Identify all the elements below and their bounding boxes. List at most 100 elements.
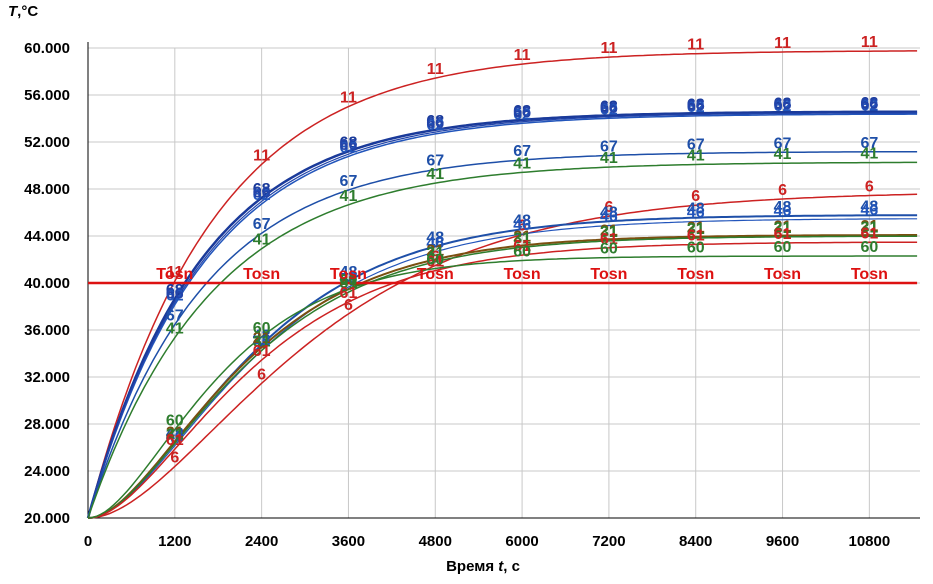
series-label-11: 11 <box>514 47 531 64</box>
series-label-61: 61 <box>166 432 184 449</box>
series-label-48: 48 <box>340 264 358 281</box>
axes <box>87 42 920 519</box>
y-tick-label: 44.000 <box>24 228 70 245</box>
series-label-Tosn: Tosn <box>417 266 454 283</box>
series-label-Tosn: Tosn <box>504 266 541 283</box>
series-label-11: 11 <box>861 34 878 51</box>
y-tick-label: 40.000 <box>24 275 70 292</box>
series-label-46: 46 <box>774 203 792 220</box>
series-label-61: 61 <box>253 343 271 360</box>
series-label-6: 6 <box>691 188 700 205</box>
series-line-67 <box>87 150 918 519</box>
series-label-68: 68 <box>687 96 705 113</box>
series-line-60 <box>87 255 918 519</box>
y-tick-label: 60.000 <box>24 40 70 57</box>
series-line-41 <box>87 161 918 519</box>
series-label-66: 66 <box>774 97 792 114</box>
series-label-21: 21 <box>600 222 618 239</box>
series-label-6: 6 <box>604 199 613 216</box>
series-label-21: 21 <box>687 220 705 237</box>
series-label-62: 62 <box>860 97 878 114</box>
series-line-21 <box>87 234 918 519</box>
series-label-41: 41 <box>774 146 792 163</box>
x-tick-label: 0 <box>84 533 92 550</box>
series-label-60: 60 <box>513 244 531 261</box>
series-label-48: 48 <box>426 229 444 246</box>
series-label-48: 48 <box>166 425 184 442</box>
series-label-68: 68 <box>513 103 531 120</box>
series-line-6 <box>87 193 918 519</box>
series-label-6: 6 <box>778 182 787 199</box>
series-label-Tosn: Tosn <box>764 266 801 283</box>
y-tick-label: 56.000 <box>24 87 70 104</box>
series-label-6: 6 <box>257 366 266 383</box>
series-label-61: 61 <box>774 226 792 243</box>
series-label-41: 41 <box>253 232 271 249</box>
series-label-60: 60 <box>687 240 705 257</box>
series-label-41: 41 <box>600 150 618 167</box>
x-tick-label: 10800 <box>848 533 890 550</box>
series-label-66: 66 <box>687 98 705 115</box>
series-line-61 <box>87 241 918 519</box>
series-label-31: 31 <box>513 230 531 247</box>
series-label-68: 68 <box>166 282 184 299</box>
series-label-66: 66 <box>340 137 358 154</box>
series-label-66: 66 <box>860 96 878 113</box>
series-line-46 <box>87 218 918 519</box>
y-tick-label: 36.000 <box>24 322 70 339</box>
series-label-11: 11 <box>600 40 617 57</box>
x-tick-label: 8400 <box>679 533 712 550</box>
series-label-46: 46 <box>166 429 184 446</box>
series-label-41: 41 <box>426 166 444 183</box>
series-label-68: 68 <box>340 134 358 151</box>
series-label-60: 60 <box>253 320 271 337</box>
series-line-66 <box>87 112 918 519</box>
series-label-62: 62 <box>687 99 705 116</box>
series-label-46: 46 <box>426 235 444 252</box>
series-label-66: 66 <box>166 285 184 302</box>
series-label-68: 68 <box>774 95 792 112</box>
series-label-67: 67 <box>340 173 358 190</box>
series-label-62: 62 <box>340 139 358 156</box>
series-label-11: 11 <box>166 264 183 281</box>
series-label-60: 60 <box>340 272 358 289</box>
series-label-46: 46 <box>687 205 705 222</box>
series-line-31 <box>87 235 918 519</box>
series-label-31: 31 <box>426 245 444 262</box>
series-label-41: 41 <box>860 146 878 163</box>
series-label-62: 62 <box>600 101 618 118</box>
series-label-60: 60 <box>426 251 444 268</box>
series-label-48: 48 <box>600 204 618 221</box>
series-label-61: 61 <box>426 254 444 271</box>
series-label-48: 48 <box>687 201 705 218</box>
series-label-67: 67 <box>600 138 618 155</box>
series-label-6: 6 <box>865 179 874 196</box>
series-label-67: 67 <box>253 216 271 233</box>
series-label-11: 11 <box>427 61 444 78</box>
series-label-68: 68 <box>600 98 618 115</box>
series-label-62: 62 <box>253 187 271 204</box>
y-tick-label: 52.000 <box>24 134 70 151</box>
series-label-6: 6 <box>431 249 440 266</box>
series-label-Tosn: Tosn <box>330 266 367 283</box>
y-tick-label: 28.000 <box>24 416 70 433</box>
x-tick-label: 9600 <box>766 533 799 550</box>
series-label-Tosn: Tosn <box>590 266 627 283</box>
series-label-21: 21 <box>426 242 444 259</box>
series-label-41: 41 <box>687 148 705 165</box>
series-label-31: 31 <box>600 224 618 241</box>
series-label-31: 31 <box>253 333 271 350</box>
x-tick-label: 1200 <box>158 533 191 550</box>
series-label-46: 46 <box>600 209 618 226</box>
y-tick-label: 20.000 <box>24 510 70 527</box>
series-label-46: 46 <box>860 202 878 219</box>
series-label-68: 68 <box>253 181 271 198</box>
tick-labels: 0 1200 2400 3600 4800 6000 7200 8400 9600 10800 20… <box>24 40 890 550</box>
series-label-68: 68 <box>426 113 444 130</box>
series-line-68 <box>86 110 918 519</box>
series-label-31: 31 <box>340 275 358 292</box>
series-label-21: 21 <box>774 219 792 236</box>
series-line-11 <box>87 50 918 519</box>
series-label-11: 11 <box>687 37 704 54</box>
x-tick-label: 7200 <box>592 533 625 550</box>
